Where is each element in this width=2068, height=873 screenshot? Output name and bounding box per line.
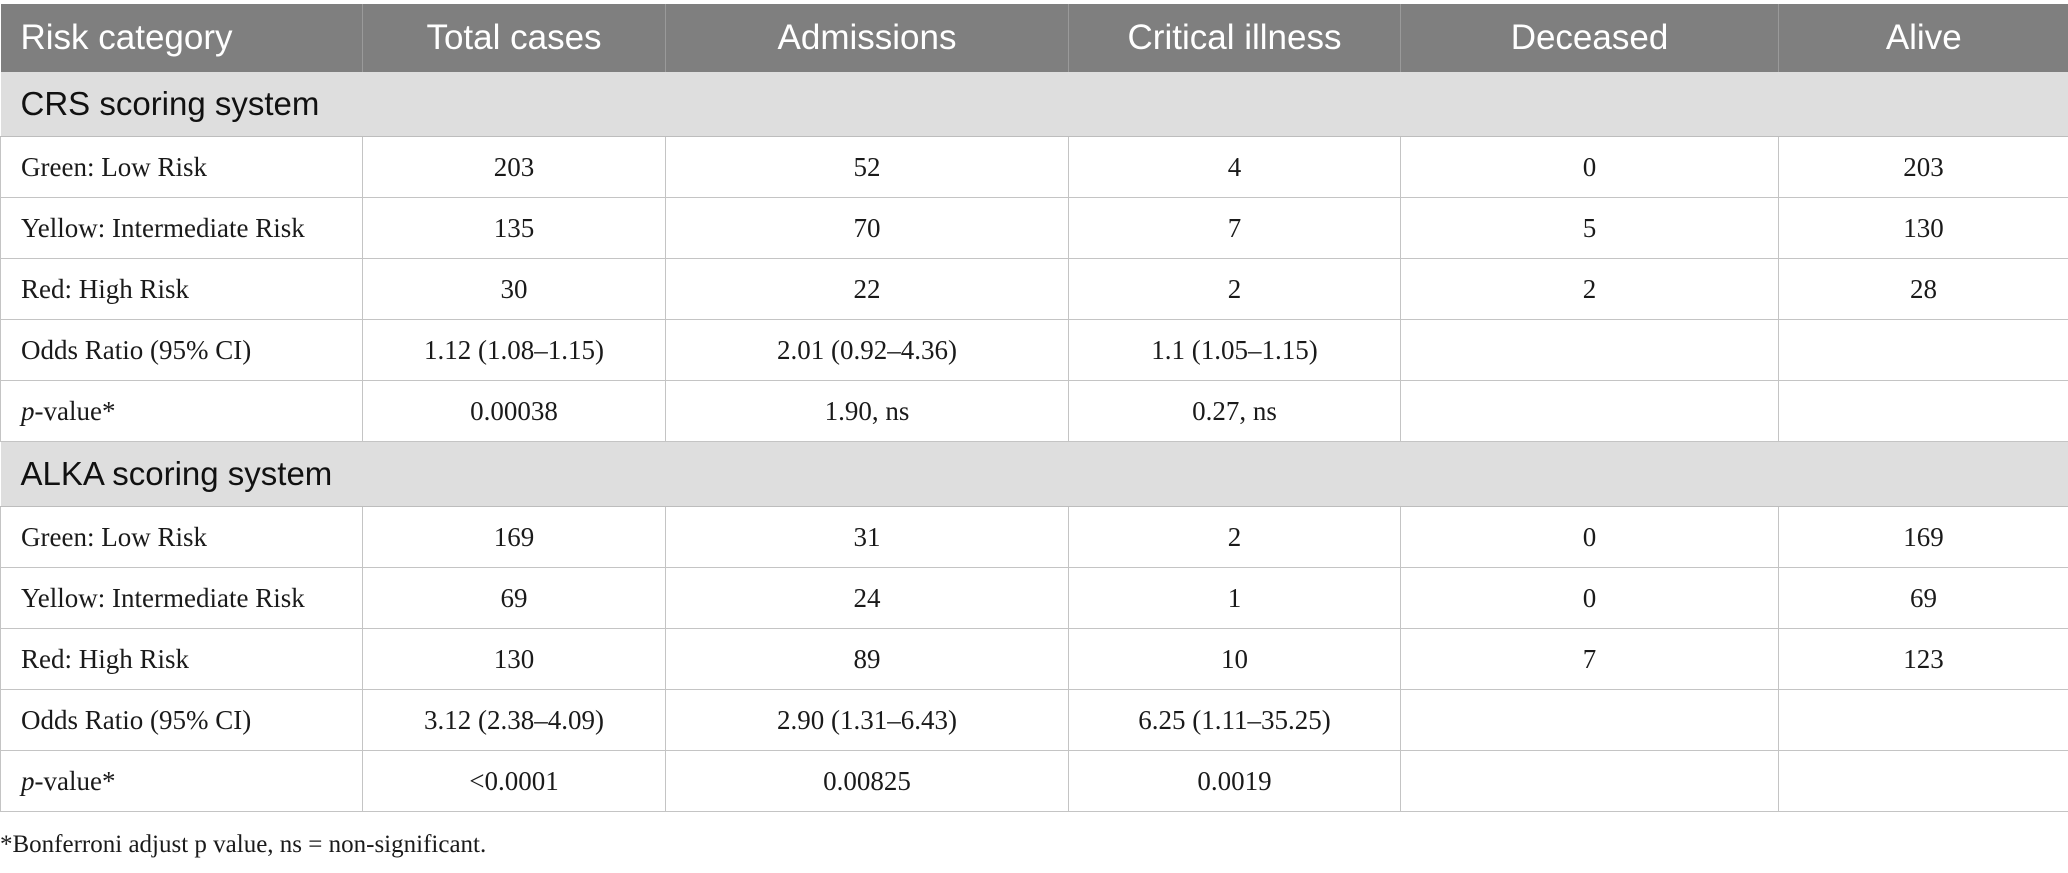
row-label: Green: Low Risk <box>0 136 363 198</box>
row-label: p-value* <box>0 380 363 442</box>
cell-deceased <box>1400 689 1779 751</box>
cell-critical-illness: 4 <box>1068 136 1401 198</box>
col-header-critical-illness: Critical illness <box>1068 4 1401 72</box>
col-header-risk-category: Risk category <box>0 4 363 72</box>
cell-deceased: 5 <box>1400 197 1779 259</box>
cell-admissions: 70 <box>665 197 1069 259</box>
table-row-odds-ratio: Odds Ratio (95% CI) 3.12 (2.38–4.09) 2.9… <box>0 689 2068 751</box>
cell-alive <box>1778 380 2068 442</box>
cell-alive: 130 <box>1778 197 2068 259</box>
row-label-italic: p <box>21 765 35 796</box>
cell-alive: 169 <box>1778 506 2068 568</box>
cell-admissions: 2.01 (0.92–4.36) <box>665 319 1069 381</box>
table-body: CRS scoring system Green: Low Risk 203 5… <box>0 72 2068 812</box>
cell-admissions: 22 <box>665 258 1069 320</box>
table-row: Green: Low Risk 203 52 4 0 203 <box>0 136 2068 198</box>
cell-critical-illness: 2 <box>1068 258 1401 320</box>
cell-total-cases: 130 <box>362 628 666 690</box>
row-label-rest: -value* <box>34 395 116 426</box>
row-label: Red: High Risk <box>0 628 363 690</box>
cell-alive: 203 <box>1778 136 2068 198</box>
cell-alive: 69 <box>1778 567 2068 629</box>
cell-admissions: 89 <box>665 628 1069 690</box>
row-label-rest: -value* <box>34 765 116 796</box>
cell-alive <box>1778 689 2068 751</box>
cell-total-cases: <0.0001 <box>362 750 666 812</box>
row-label-italic: p <box>21 395 35 426</box>
section-title-alka: ALKA scoring system <box>0 441 2068 507</box>
section-title-crs: CRS scoring system <box>0 72 2068 137</box>
cell-deceased <box>1400 380 1779 442</box>
col-header-deceased: Deceased <box>1400 4 1779 72</box>
cell-critical-illness: 0.27, ns <box>1068 380 1401 442</box>
cell-critical-illness: 6.25 (1.11–35.25) <box>1068 689 1401 751</box>
cell-total-cases: 69 <box>362 567 666 629</box>
cell-critical-illness: 1.1 (1.05–1.15) <box>1068 319 1401 381</box>
section-row-crs: CRS scoring system <box>0 72 2068 137</box>
cell-admissions: 52 <box>665 136 1069 198</box>
results-table-container: Risk category Total cases Admissions Cri… <box>0 4 2068 812</box>
cell-alive: 123 <box>1778 628 2068 690</box>
table-row-p-value: p-value* 0.00038 1.90, ns 0.27, ns <box>0 380 2068 442</box>
table-row: Red: High Risk 130 89 10 7 123 <box>0 628 2068 690</box>
col-header-alive: Alive <box>1778 4 2068 72</box>
cell-alive <box>1778 750 2068 812</box>
cell-admissions: 1.90, ns <box>665 380 1069 442</box>
table-row-odds-ratio: Odds Ratio (95% CI) 1.12 (1.08–1.15) 2.0… <box>0 319 2068 381</box>
cell-admissions: 24 <box>665 567 1069 629</box>
cell-deceased <box>1400 750 1779 812</box>
cell-deceased: 2 <box>1400 258 1779 320</box>
cell-critical-illness: 2 <box>1068 506 1401 568</box>
cell-total-cases: 169 <box>362 506 666 568</box>
row-label: Yellow: Intermediate Risk <box>0 567 363 629</box>
header-row: Risk category Total cases Admissions Cri… <box>0 4 2068 72</box>
cell-total-cases: 1.12 (1.08–1.15) <box>362 319 666 381</box>
cell-deceased: 0 <box>1400 136 1779 198</box>
risk-scoring-table: Risk category Total cases Admissions Cri… <box>0 4 2068 812</box>
cell-total-cases: 135 <box>362 197 666 259</box>
table-footnote: *Bonferroni adjust p value, ns = non-sig… <box>0 831 487 858</box>
cell-total-cases: 3.12 (2.38–4.09) <box>362 689 666 751</box>
col-header-total-cases: Total cases <box>362 4 666 72</box>
cell-deceased: 7 <box>1400 628 1779 690</box>
row-label: Green: Low Risk <box>0 506 363 568</box>
cell-total-cases: 30 <box>362 258 666 320</box>
row-label: Odds Ratio (95% CI) <box>0 319 363 381</box>
cell-admissions: 0.00825 <box>665 750 1069 812</box>
table-row: Yellow: Intermediate Risk 69 24 1 0 69 <box>0 567 2068 629</box>
cell-deceased: 0 <box>1400 567 1779 629</box>
cell-critical-illness: 0.0019 <box>1068 750 1401 812</box>
col-header-admissions: Admissions <box>665 4 1069 72</box>
table-header: Risk category Total cases Admissions Cri… <box>0 4 2068 72</box>
cell-deceased: 0 <box>1400 506 1779 568</box>
cell-critical-illness: 10 <box>1068 628 1401 690</box>
cell-alive <box>1778 319 2068 381</box>
cell-total-cases: 0.00038 <box>362 380 666 442</box>
cell-admissions: 2.90 (1.31–6.43) <box>665 689 1069 751</box>
cell-critical-illness: 7 <box>1068 197 1401 259</box>
section-row-alka: ALKA scoring system <box>0 441 2068 507</box>
table-row-p-value: p-value* <0.0001 0.00825 0.0019 <box>0 750 2068 812</box>
row-label: p-value* <box>0 750 363 812</box>
row-label: Odds Ratio (95% CI) <box>0 689 363 751</box>
table-row: Red: High Risk 30 22 2 2 28 <box>0 258 2068 320</box>
row-label: Yellow: Intermediate Risk <box>0 197 363 259</box>
table-row: Yellow: Intermediate Risk 135 70 7 5 130 <box>0 197 2068 259</box>
cell-total-cases: 203 <box>362 136 666 198</box>
cell-critical-illness: 1 <box>1068 567 1401 629</box>
cell-deceased <box>1400 319 1779 381</box>
table-row: Green: Low Risk 169 31 2 0 169 <box>0 506 2068 568</box>
row-label: Red: High Risk <box>0 258 363 320</box>
cell-admissions: 31 <box>665 506 1069 568</box>
cell-alive: 28 <box>1778 258 2068 320</box>
